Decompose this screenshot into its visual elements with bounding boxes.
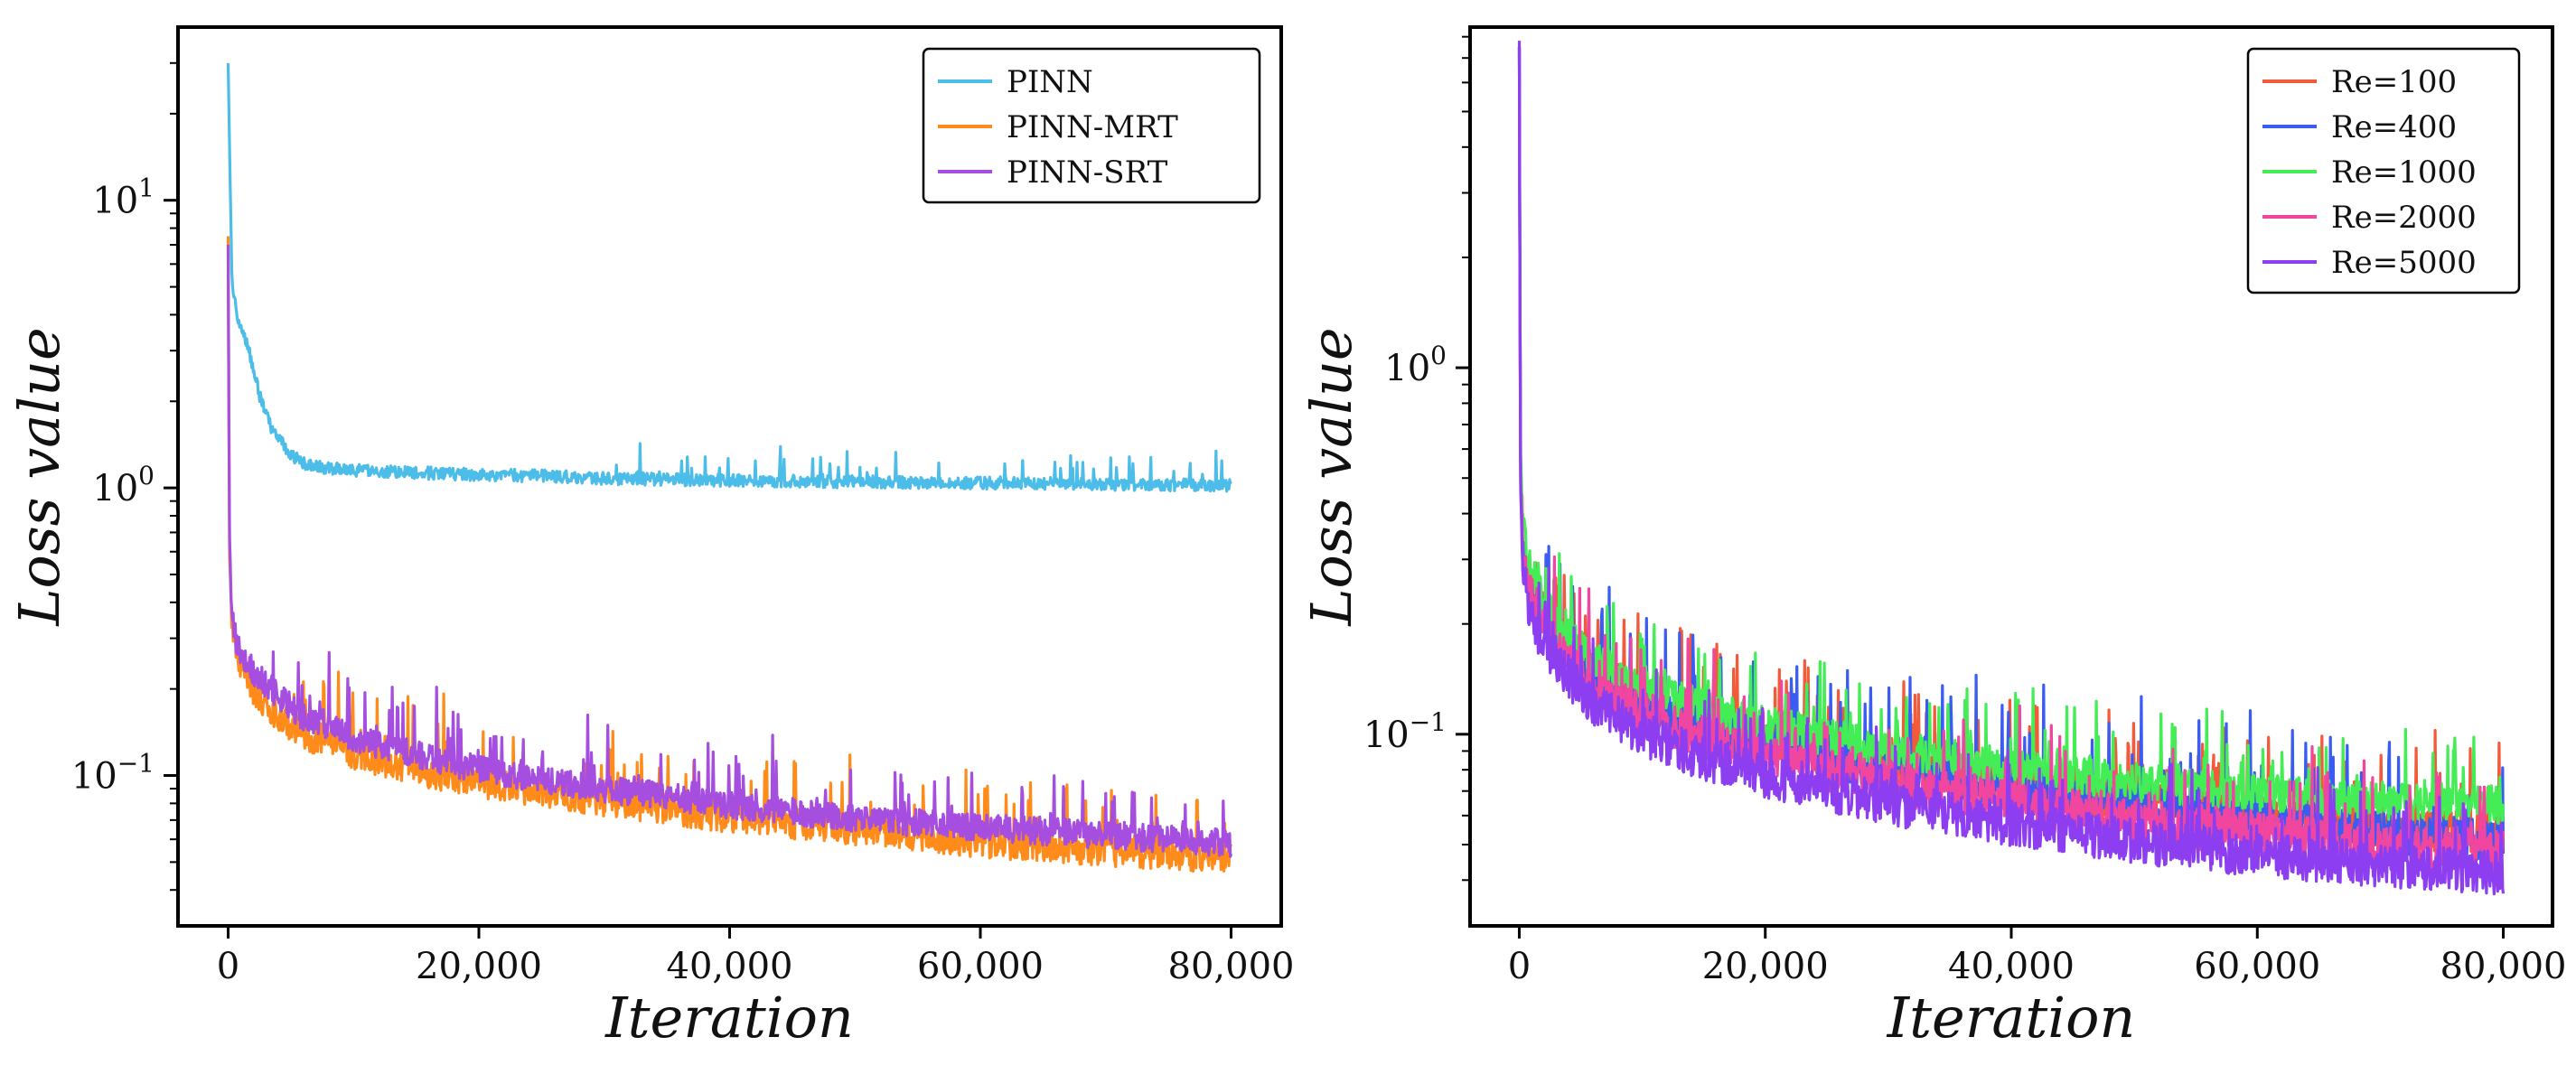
legend-label-re-2000: Re=2000	[2331, 200, 2477, 236]
legend: PINN PINN-MRT PINN-SRT	[922, 47, 1261, 204]
y-tick-label: 10−1	[71, 749, 155, 798]
y-tick-label: 10−1	[1363, 707, 1447, 756]
x-axis-title: Iteration	[604, 985, 854, 1051]
plot-area	[1517, 41, 2506, 896]
x-tick-label: 60,000	[2194, 946, 2320, 987]
x-axis-title: Iteration	[1887, 985, 2136, 1051]
y-axis-title: Loss value	[6, 327, 72, 626]
y-axis-title: Loss value	[1298, 327, 1364, 626]
x-tick-label: 20,000	[1702, 946, 1829, 987]
x-tick-label: 80,000	[2440, 946, 2567, 987]
right-chart-panel: 0 20,000 40,000 60,000 80,000 10−1 100 Iteratio…	[1298, 25, 2567, 1051]
x-tick-label: 60,000	[917, 946, 1044, 987]
x-tick-label: 20,000	[416, 946, 542, 987]
series-line-pinn	[226, 62, 1232, 493]
legend-box	[2246, 47, 2521, 294]
series-line-pinn-srt	[226, 244, 1233, 858]
plot-area	[226, 62, 1233, 873]
legend-label-pinn-srt: PINN-SRT	[1007, 154, 1168, 191]
legend-label-re-400: Re=400	[2331, 109, 2457, 145]
x-tick-label: 40,000	[667, 946, 793, 987]
series-line-re-1000	[1517, 47, 2506, 826]
x-tick-label: 80,000	[1168, 946, 1295, 987]
left-chart-panel: 0 20,000 40,000 60,000 80,000 10−1 100 101 Itera…	[6, 25, 1295, 1051]
legend-label-re-100: Re=100	[2331, 64, 2457, 100]
x-tick-label: 40,000	[1948, 946, 2075, 987]
y-tick-label: 101	[92, 173, 155, 222]
series-line-re-5000	[1517, 41, 2506, 896]
x-tick-label: 0	[1508, 946, 1531, 987]
legend-label-pinn: PINN	[1007, 64, 1093, 100]
legend-box	[922, 47, 1261, 204]
legend-label-re-1000: Re=1000	[2331, 154, 2477, 191]
x-tick-label: 0	[217, 946, 239, 987]
y-tick-label: 100	[92, 461, 155, 509]
legend-label-pinn-mrt: PINN-MRT	[1007, 109, 1178, 145]
legend: Re=100 Re=400 Re=1000 Re=2000 Re=5000	[2246, 47, 2521, 294]
legend-label-re-5000: Re=5000	[2331, 245, 2477, 281]
y-tick-label: 100	[1384, 341, 1447, 389]
